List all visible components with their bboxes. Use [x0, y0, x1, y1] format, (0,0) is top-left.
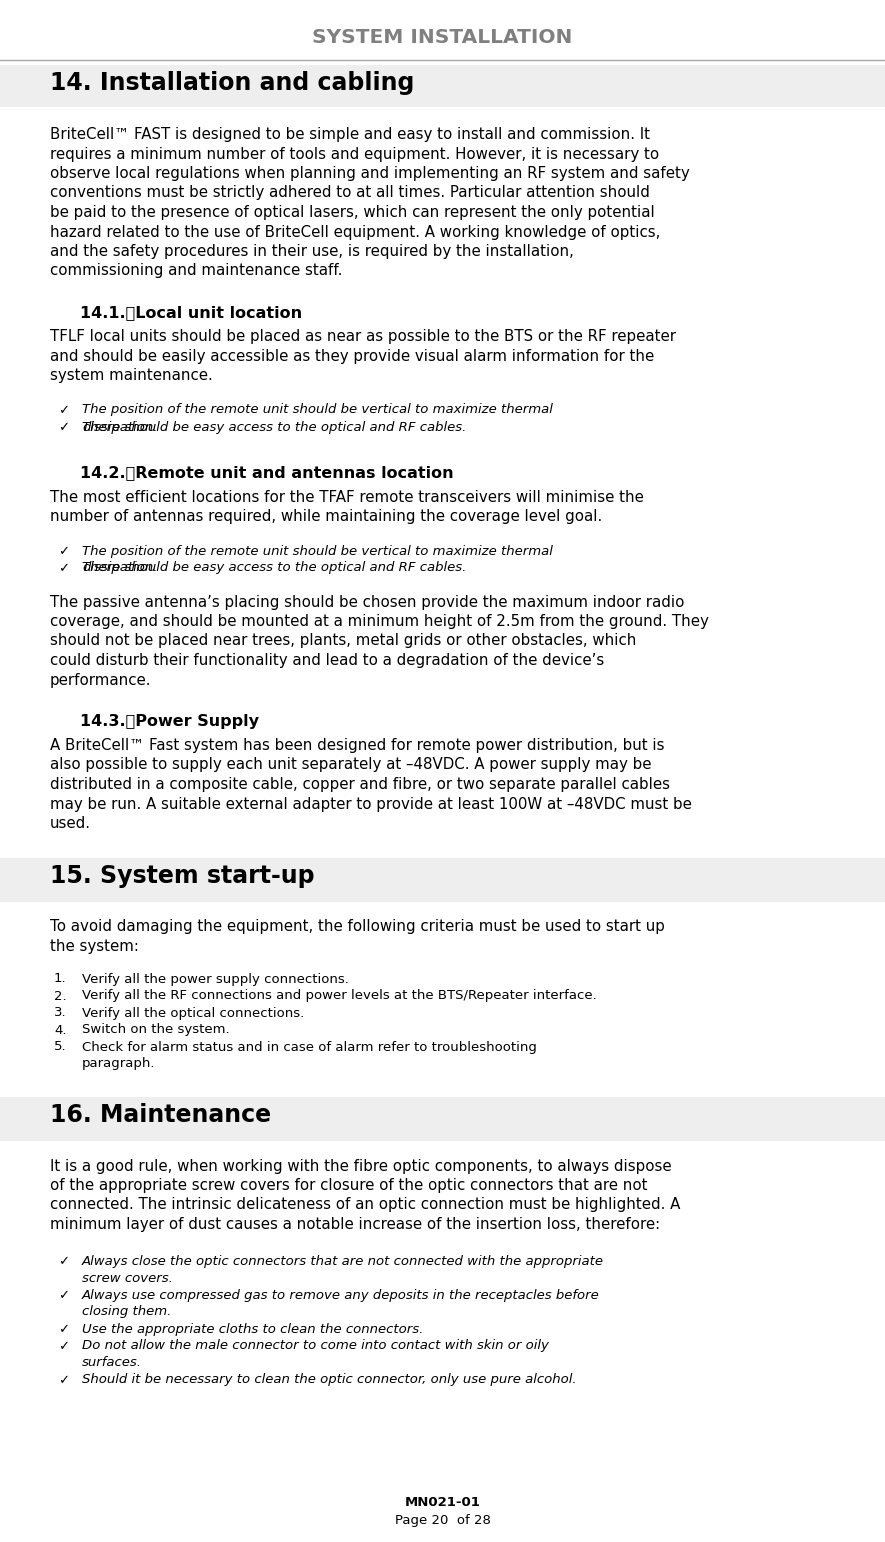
Text: BriteCell™ FAST is designed to be simple and easy to install and commission. It: BriteCell™ FAST is designed to be simple…: [50, 126, 650, 142]
Text: ✓: ✓: [58, 1255, 69, 1269]
Text: 4.: 4.: [54, 1024, 66, 1036]
Text: The position of the remote unit should be vertical to maximize thermal: The position of the remote unit should b…: [82, 404, 553, 416]
Text: 2.: 2.: [54, 990, 66, 1002]
Bar: [0, 1096, 885, 1141]
Text: 14.2.	Remote unit and antennas location: 14.2. Remote unit and antennas location: [80, 466, 454, 481]
Text: 16. Maintenance: 16. Maintenance: [50, 1103, 271, 1127]
Bar: [0, 65, 885, 106]
Text: 1.: 1.: [54, 973, 66, 985]
Text: used.: used.: [50, 816, 91, 831]
Text: A BriteCell™ Fast system has been designed for remote power distribution, but is: A BriteCell™ Fast system has been design…: [50, 739, 665, 752]
Text: distributed in a composite cable, copper and fibre, or two separate parallel cab: distributed in a composite cable, copper…: [50, 777, 670, 793]
Bar: [0, 857, 885, 902]
Text: 5.: 5.: [54, 1041, 66, 1053]
Text: and the safety procedures in their use, is required by the installation,: and the safety procedures in their use, …: [50, 244, 573, 259]
Text: SYSTEM INSTALLATION: SYSTEM INSTALLATION: [312, 28, 573, 46]
Text: To avoid damaging the equipment, the following criteria must be used to start up: To avoid damaging the equipment, the fol…: [50, 919, 665, 934]
Text: paragraph.: paragraph.: [82, 1058, 156, 1070]
Text: TFLF local units should be placed as near as possible to the BTS or the RF repea: TFLF local units should be placed as nea…: [50, 328, 676, 344]
Text: Do not allow the male connector to come into contact with skin or oily: Do not allow the male connector to come …: [82, 1340, 549, 1352]
Text: Verify all the power supply connections.: Verify all the power supply connections.: [82, 973, 349, 985]
Text: ✓: ✓: [58, 1340, 69, 1354]
Text: ✓: ✓: [58, 1289, 69, 1303]
Text: performance.: performance.: [50, 672, 151, 688]
Text: and should be easily accessible as they provide visual alarm information for the: and should be easily accessible as they …: [50, 348, 654, 364]
Text: minimum layer of dust causes a notable increase of the insertion loss, therefore: minimum layer of dust causes a notable i…: [50, 1217, 660, 1232]
Text: screw covers.: screw covers.: [82, 1272, 173, 1284]
Text: coverage, and should be mounted at a minimum height of 2.5m from the ground. The: coverage, and should be mounted at a min…: [50, 614, 709, 629]
Text: Verify all the RF connections and power levels at the BTS/Repeater interface.: Verify all the RF connections and power …: [82, 990, 596, 1002]
Text: dissipation.: dissipation.: [82, 561, 158, 575]
Text: Should it be necessary to clean the optic connector, only use pure alcohol.: Should it be necessary to clean the opti…: [82, 1374, 577, 1386]
Text: ✓: ✓: [58, 1323, 69, 1337]
Text: hazard related to the use of BriteCell equipment. A working knowledge of optics,: hazard related to the use of BriteCell e…: [50, 225, 660, 239]
Text: ✓: ✓: [58, 421, 69, 435]
Text: of the appropriate screw covers for closure of the optic connectors that are not: of the appropriate screw covers for clos…: [50, 1178, 648, 1194]
Text: 3.: 3.: [54, 1007, 66, 1019]
Text: 14. Installation and cabling: 14. Installation and cabling: [50, 71, 414, 96]
Text: Page 20  of 28: Page 20 of 28: [395, 1514, 490, 1527]
Text: may be run. A suitable external adapter to provide at least 100W at –48VDC must : may be run. A suitable external adapter …: [50, 797, 692, 811]
Text: requires a minimum number of tools and equipment. However, it is necessary to: requires a minimum number of tools and e…: [50, 146, 659, 162]
Text: The most efficient locations for the TFAF remote transceivers will minimise the: The most efficient locations for the TFA…: [50, 489, 644, 504]
Text: The passive antenna’s placing should be chosen provide the maximum indoor radio: The passive antenna’s placing should be …: [50, 595, 684, 609]
Text: ✓: ✓: [58, 1374, 69, 1388]
Text: be paid to the presence of optical lasers, which can represent the only potentia: be paid to the presence of optical laser…: [50, 205, 655, 221]
Text: Check for alarm status and in case of alarm refer to troubleshooting: Check for alarm status and in case of al…: [82, 1041, 537, 1053]
Text: number of antennas required, while maintaining the coverage level goal.: number of antennas required, while maint…: [50, 509, 603, 524]
Text: system maintenance.: system maintenance.: [50, 369, 212, 382]
Text: conventions must be strictly adhered to at all times. Particular attention shoul: conventions must be strictly adhered to …: [50, 185, 650, 200]
Text: also possible to supply each unit separately at –48VDC. A power supply may be: also possible to supply each unit separa…: [50, 757, 651, 773]
Text: Switch on the system.: Switch on the system.: [82, 1024, 229, 1036]
Text: Use the appropriate cloths to clean the connectors.: Use the appropriate cloths to clean the …: [82, 1323, 423, 1335]
Text: MN021-01: MN021-01: [404, 1496, 481, 1510]
Text: There should be easy access to the optical and RF cables.: There should be easy access to the optic…: [82, 561, 466, 575]
Text: ✓: ✓: [58, 546, 69, 558]
Text: the system:: the system:: [50, 939, 139, 954]
Text: 14.1.	Local unit location: 14.1. Local unit location: [80, 305, 302, 321]
Text: dissipation.: dissipation.: [82, 421, 158, 433]
Text: Always use compressed gas to remove any deposits in the receptacles before: Always use compressed gas to remove any …: [82, 1289, 600, 1301]
Text: Verify all the optical connections.: Verify all the optical connections.: [82, 1007, 304, 1019]
Text: 15. System start-up: 15. System start-up: [50, 864, 315, 888]
Text: It is a good rule, when working with the fibre optic components, to always dispo: It is a good rule, when working with the…: [50, 1158, 672, 1173]
Text: observe local regulations when planning and implementing an RF system and safety: observe local regulations when planning …: [50, 167, 689, 180]
Text: 14.3.	Power Supply: 14.3. Power Supply: [80, 714, 259, 729]
Text: commissioning and maintenance staff.: commissioning and maintenance staff.: [50, 264, 342, 279]
Text: could disturb their functionality and lead to a degradation of the device’s: could disturb their functionality and le…: [50, 652, 604, 668]
Text: There should be easy access to the optical and RF cables.: There should be easy access to the optic…: [82, 421, 466, 433]
Text: ✓: ✓: [58, 563, 69, 575]
Text: connected. The intrinsic delicateness of an optic connection must be highlighted: connected. The intrinsic delicateness of…: [50, 1198, 681, 1212]
Text: Always close the optic connectors that are not connected with the appropriate: Always close the optic connectors that a…: [82, 1255, 604, 1268]
Text: The position of the remote unit should be vertical to maximize thermal: The position of the remote unit should b…: [82, 544, 553, 558]
Text: should not be placed near trees, plants, metal grids or other obstacles, which: should not be placed near trees, plants,…: [50, 634, 636, 649]
Text: surfaces.: surfaces.: [82, 1357, 142, 1369]
Text: ✓: ✓: [58, 404, 69, 418]
Text: closing them.: closing them.: [82, 1306, 172, 1318]
